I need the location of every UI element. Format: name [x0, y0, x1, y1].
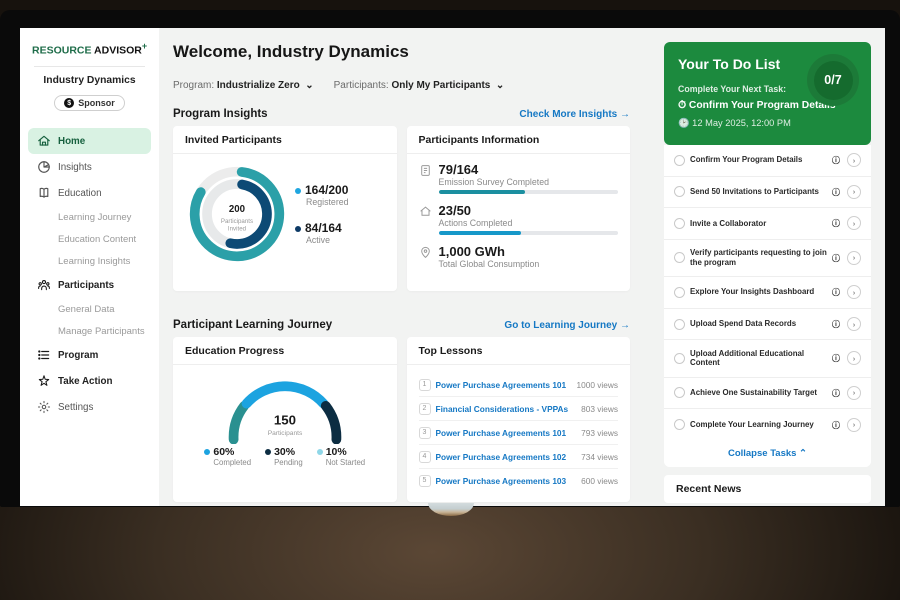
- svg-text:Participants: Participants: [267, 430, 302, 437]
- svg-text:200: 200: [229, 204, 245, 215]
- svg-text:150: 150: [274, 412, 296, 427]
- svg-text:Invited: Invited: [228, 226, 247, 233]
- svg-text:Participants: Participants: [221, 218, 253, 225]
